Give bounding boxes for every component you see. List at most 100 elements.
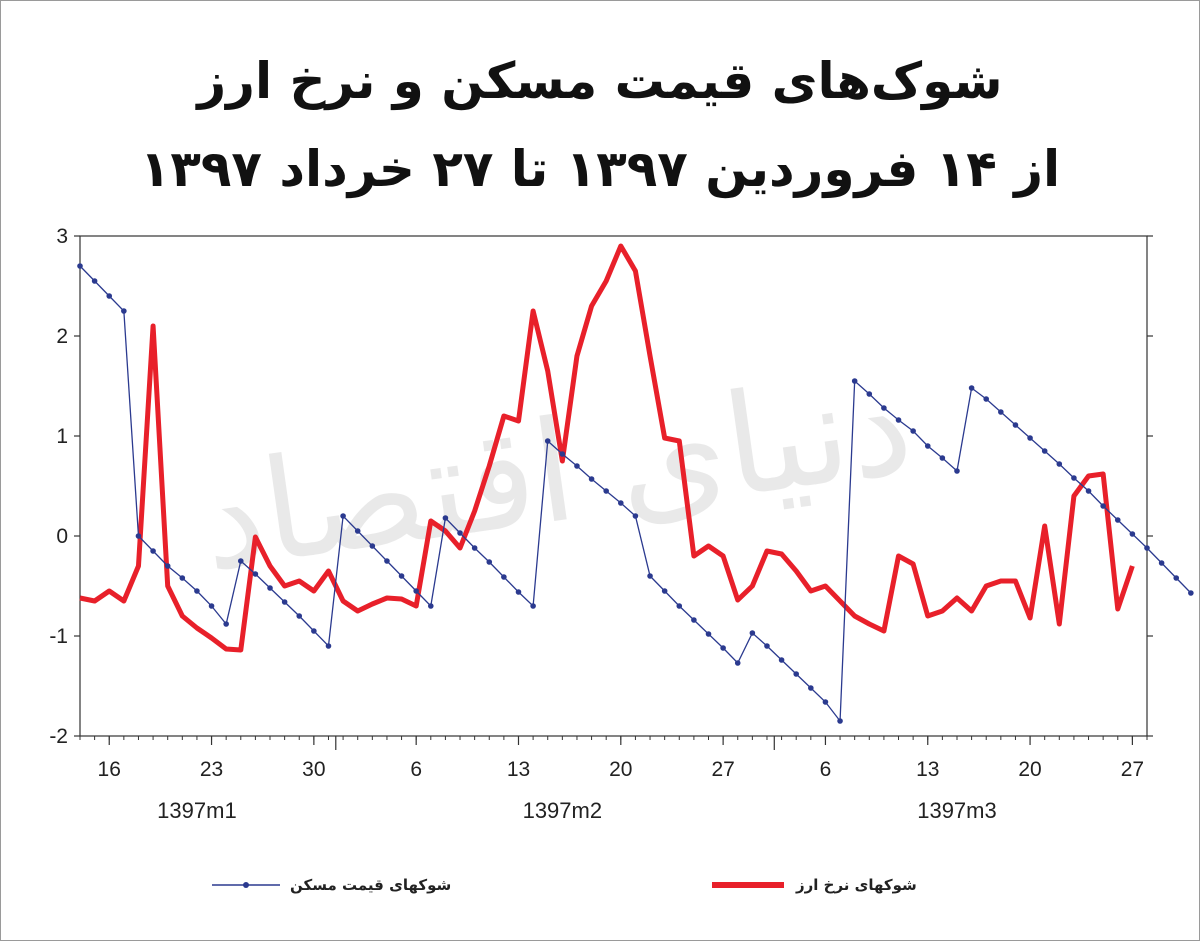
- month-label: 1397m3: [917, 798, 997, 823]
- housing-point: [164, 563, 171, 569]
- housing-point: [866, 391, 873, 397]
- housing-point: [983, 396, 990, 402]
- housing-point: [91, 278, 98, 284]
- housing-point: [1158, 560, 1165, 566]
- housing-point: [1114, 517, 1121, 523]
- housing-point: [150, 548, 156, 554]
- housing-point: [720, 645, 726, 651]
- housing-point: [1012, 422, 1019, 428]
- housing-point: [939, 455, 946, 461]
- housing-point: [106, 293, 113, 299]
- housing-point: [515, 589, 522, 595]
- housing-point: [837, 718, 843, 724]
- housing-point: [179, 575, 186, 581]
- housing-point: [354, 528, 361, 534]
- chart-subtitle: از ۱۴ فروردین ۱۳۹۷ تا ۲۷ خرداد ۱۳۹۷: [139, 140, 1061, 198]
- housing-point: [691, 617, 697, 623]
- housing-point: [559, 451, 566, 457]
- housing-point: [311, 628, 317, 634]
- housing-point: [281, 599, 288, 605]
- housing-point: [895, 417, 902, 423]
- housing-point: [194, 588, 200, 594]
- housing-point: [793, 671, 800, 677]
- legend-item-housing: شوکهای قیمت مسکن: [210, 868, 451, 902]
- housing-point: [1085, 488, 1092, 494]
- housing-point: [530, 603, 536, 609]
- housing-point: [369, 543, 376, 549]
- x-tick-label: 27: [711, 758, 734, 781]
- housing-point: [764, 643, 770, 649]
- x-tick-label: 30: [302, 758, 325, 781]
- housing-point: [661, 588, 668, 594]
- housing-point: [340, 513, 346, 519]
- y-axis: 3 2 1 0 -1 -2: [49, 225, 1153, 748]
- housing-point: [851, 378, 858, 384]
- y-tick-label: 2: [56, 325, 68, 348]
- housing-point: [924, 443, 931, 449]
- housing-point: [881, 405, 887, 411]
- housing-point: [457, 530, 463, 536]
- legend-label-exchange: شوکهای نرخ ارز: [796, 876, 917, 894]
- x-tick-label: 16: [98, 758, 121, 781]
- housing-point: [822, 699, 829, 705]
- housing-point: [237, 558, 244, 564]
- housing-point: [749, 630, 756, 636]
- housing-point: [1173, 575, 1180, 581]
- legend-swatch-exchange: [712, 882, 784, 888]
- housing-point: [544, 438, 551, 444]
- x-tick-label: 6: [820, 758, 832, 781]
- month-label: 1397m1: [157, 798, 237, 823]
- housing-point: [427, 603, 434, 609]
- housing-point: [77, 263, 83, 269]
- housing-point: [618, 500, 624, 506]
- housing-point: [647, 573, 653, 579]
- x-tick-label: 23: [200, 758, 223, 781]
- housing-point: [1188, 590, 1194, 596]
- housing-point: [135, 533, 142, 539]
- housing-point: [471, 545, 478, 551]
- series-line-exchange: [79, 243, 1135, 653]
- housing-point: [734, 660, 741, 666]
- series-layer: [77, 243, 1194, 724]
- housing-point: [808, 685, 814, 691]
- x-tick-label: 6: [410, 758, 422, 781]
- housing-point: [252, 571, 259, 577]
- housing-point: [1041, 448, 1048, 454]
- housing-point: [705, 631, 712, 637]
- housing-point: [954, 468, 960, 474]
- housing-point: [1056, 461, 1063, 467]
- housing-point: [442, 515, 449, 521]
- housing-point: [1027, 435, 1033, 441]
- y-tick-label: -2: [49, 725, 68, 748]
- housing-point: [267, 585, 273, 591]
- legend-swatch-housing: [212, 882, 280, 888]
- housing-point: [603, 488, 609, 494]
- housing-point: [121, 308, 127, 314]
- housing-point: [588, 476, 595, 482]
- y-tick-label: 1: [56, 425, 68, 448]
- legend-item-exchange: شوکهای نرخ ارز: [710, 868, 917, 902]
- housing-point: [413, 588, 419, 594]
- housing-point: [325, 643, 332, 649]
- housing-point: [208, 603, 215, 609]
- housing-point: [1100, 503, 1106, 509]
- chart-title: شوک‌های قیمت مسکن و نرخ ارز: [197, 52, 1003, 110]
- plot-area: [79, 235, 1148, 737]
- housing-point: [778, 657, 785, 663]
- x-tick-label: 13: [507, 758, 530, 781]
- housing-point: [1144, 545, 1150, 551]
- y-tick-label: 0: [56, 525, 68, 548]
- y-tick-label: -1: [49, 625, 68, 648]
- housing-point: [398, 573, 405, 579]
- housing-point: [486, 559, 493, 565]
- month-label: 1397m2: [523, 798, 603, 823]
- housing-point: [223, 621, 229, 627]
- watermark: دنیای اقتصاد: [191, 342, 921, 603]
- housing-point: [676, 603, 683, 609]
- housing-point: [910, 428, 916, 434]
- x-tick-label: 20: [609, 758, 632, 781]
- housing-point: [632, 513, 639, 519]
- x-axis: 16 23 30 6 13 20 27 6 13 20 27 1397m1 1397m2 1397m3: [79, 736, 1148, 823]
- housing-point: [998, 409, 1004, 415]
